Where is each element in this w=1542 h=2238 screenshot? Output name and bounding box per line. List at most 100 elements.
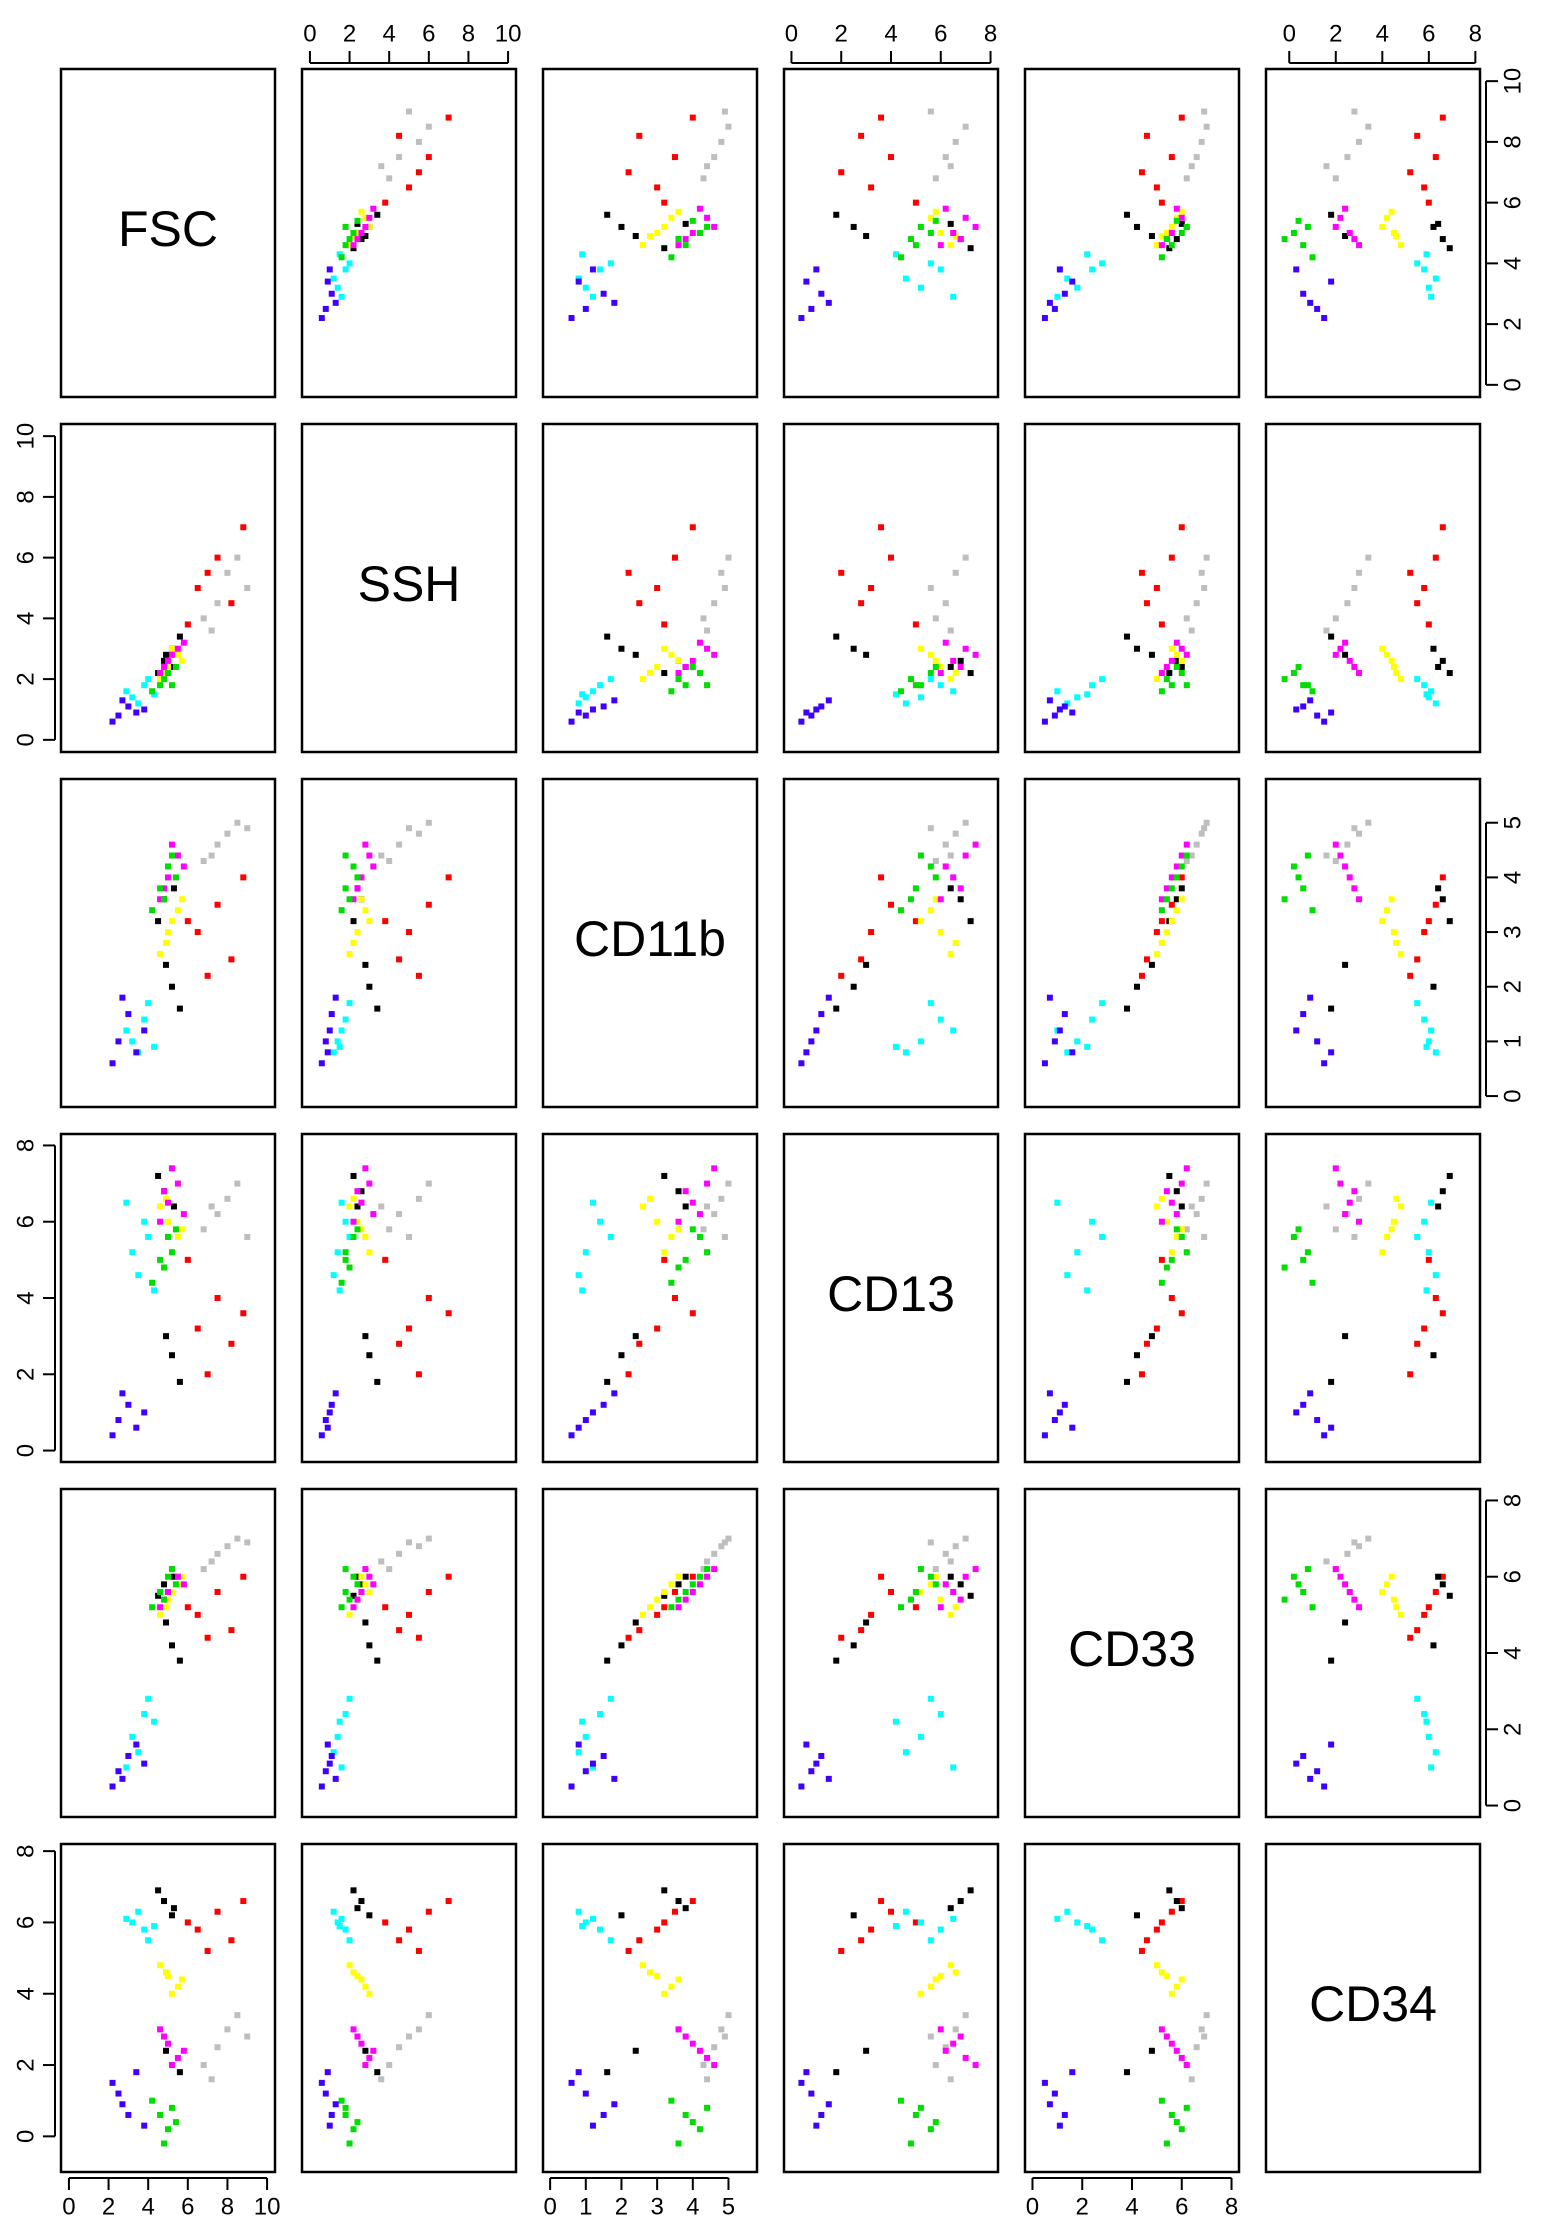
point	[354, 1218, 361, 1225]
point	[1201, 108, 1208, 115]
point	[950, 1764, 957, 1771]
point	[704, 2104, 711, 2111]
point	[123, 1199, 130, 1206]
point	[342, 1016, 349, 1023]
point	[1178, 220, 1185, 227]
point	[123, 1764, 130, 1771]
point	[888, 554, 894, 561]
point	[1397, 1611, 1404, 1618]
point	[141, 1711, 148, 1718]
tick-label: 4	[686, 2193, 699, 2220]
point	[382, 1919, 389, 1926]
point	[568, 718, 575, 725]
point	[818, 703, 825, 710]
point	[228, 600, 235, 607]
point	[1173, 1898, 1180, 1905]
point	[135, 1272, 142, 1279]
point	[1051, 1417, 1058, 1424]
point	[1173, 217, 1180, 224]
point	[1432, 901, 1439, 908]
point	[1099, 676, 1106, 683]
point	[833, 1005, 840, 1012]
point	[374, 1378, 381, 1385]
point	[704, 627, 711, 634]
point	[917, 1038, 924, 1045]
point	[1178, 2126, 1185, 2133]
point	[1390, 929, 1397, 936]
point	[1084, 251, 1091, 258]
point	[1183, 682, 1190, 689]
point	[675, 1188, 682, 1195]
point	[972, 1566, 979, 1573]
point	[1124, 2069, 1131, 2076]
point	[1168, 1908, 1175, 1915]
point	[1178, 874, 1185, 881]
point	[1143, 132, 1150, 139]
point	[611, 697, 618, 704]
point	[1061, 1401, 1068, 1408]
point	[1328, 1005, 1335, 1012]
point	[1414, 260, 1421, 267]
point	[176, 1378, 183, 1385]
point	[888, 1908, 894, 1915]
point	[1421, 929, 1428, 936]
point	[611, 1775, 618, 1782]
point	[149, 1279, 156, 1286]
point	[1430, 1352, 1437, 1359]
point	[354, 220, 361, 227]
point	[145, 1695, 152, 1702]
point	[342, 1711, 349, 1718]
point	[382, 918, 389, 925]
point	[149, 907, 156, 914]
point	[1178, 230, 1185, 236]
point	[174, 651, 181, 658]
point	[950, 657, 957, 664]
point	[912, 199, 919, 206]
point	[157, 676, 164, 683]
tick-label: 3	[1499, 925, 1526, 938]
point	[1342, 1211, 1349, 1218]
panel-frame	[59, 67, 277, 399]
point	[1061, 2111, 1068, 2118]
point	[704, 2076, 711, 2083]
point	[682, 682, 689, 689]
point	[1173, 657, 1180, 664]
point	[675, 1596, 682, 1603]
point	[1328, 633, 1335, 640]
point	[967, 670, 974, 677]
point	[318, 2079, 325, 2086]
point	[1351, 1188, 1358, 1195]
point	[168, 682, 175, 689]
point	[358, 1573, 365, 1580]
point	[952, 2026, 959, 2033]
point	[1397, 242, 1404, 249]
point	[145, 1233, 152, 1240]
point	[157, 1588, 164, 1595]
tick-label: 6	[1175, 2193, 1188, 2220]
point	[342, 885, 349, 892]
point	[350, 2126, 357, 2133]
point	[932, 2119, 939, 2126]
point	[704, 1180, 711, 1187]
point	[618, 1912, 625, 1919]
point	[1201, 1233, 1208, 1240]
point	[445, 114, 452, 121]
point	[1158, 242, 1165, 249]
point	[803, 709, 810, 716]
point	[163, 1619, 170, 1626]
variable-label: FSC	[118, 201, 218, 257]
point	[868, 1611, 875, 1618]
point	[396, 132, 403, 139]
point	[937, 1604, 944, 1611]
point	[224, 2026, 231, 2033]
point	[1178, 1226, 1185, 1233]
point	[358, 208, 365, 215]
point	[234, 2012, 241, 2019]
point	[1295, 874, 1302, 881]
point	[568, 315, 575, 322]
point	[1173, 1983, 1180, 1990]
point	[157, 885, 164, 892]
point	[1314, 1038, 1321, 1045]
point	[149, 2097, 156, 2104]
point	[334, 1733, 341, 1740]
